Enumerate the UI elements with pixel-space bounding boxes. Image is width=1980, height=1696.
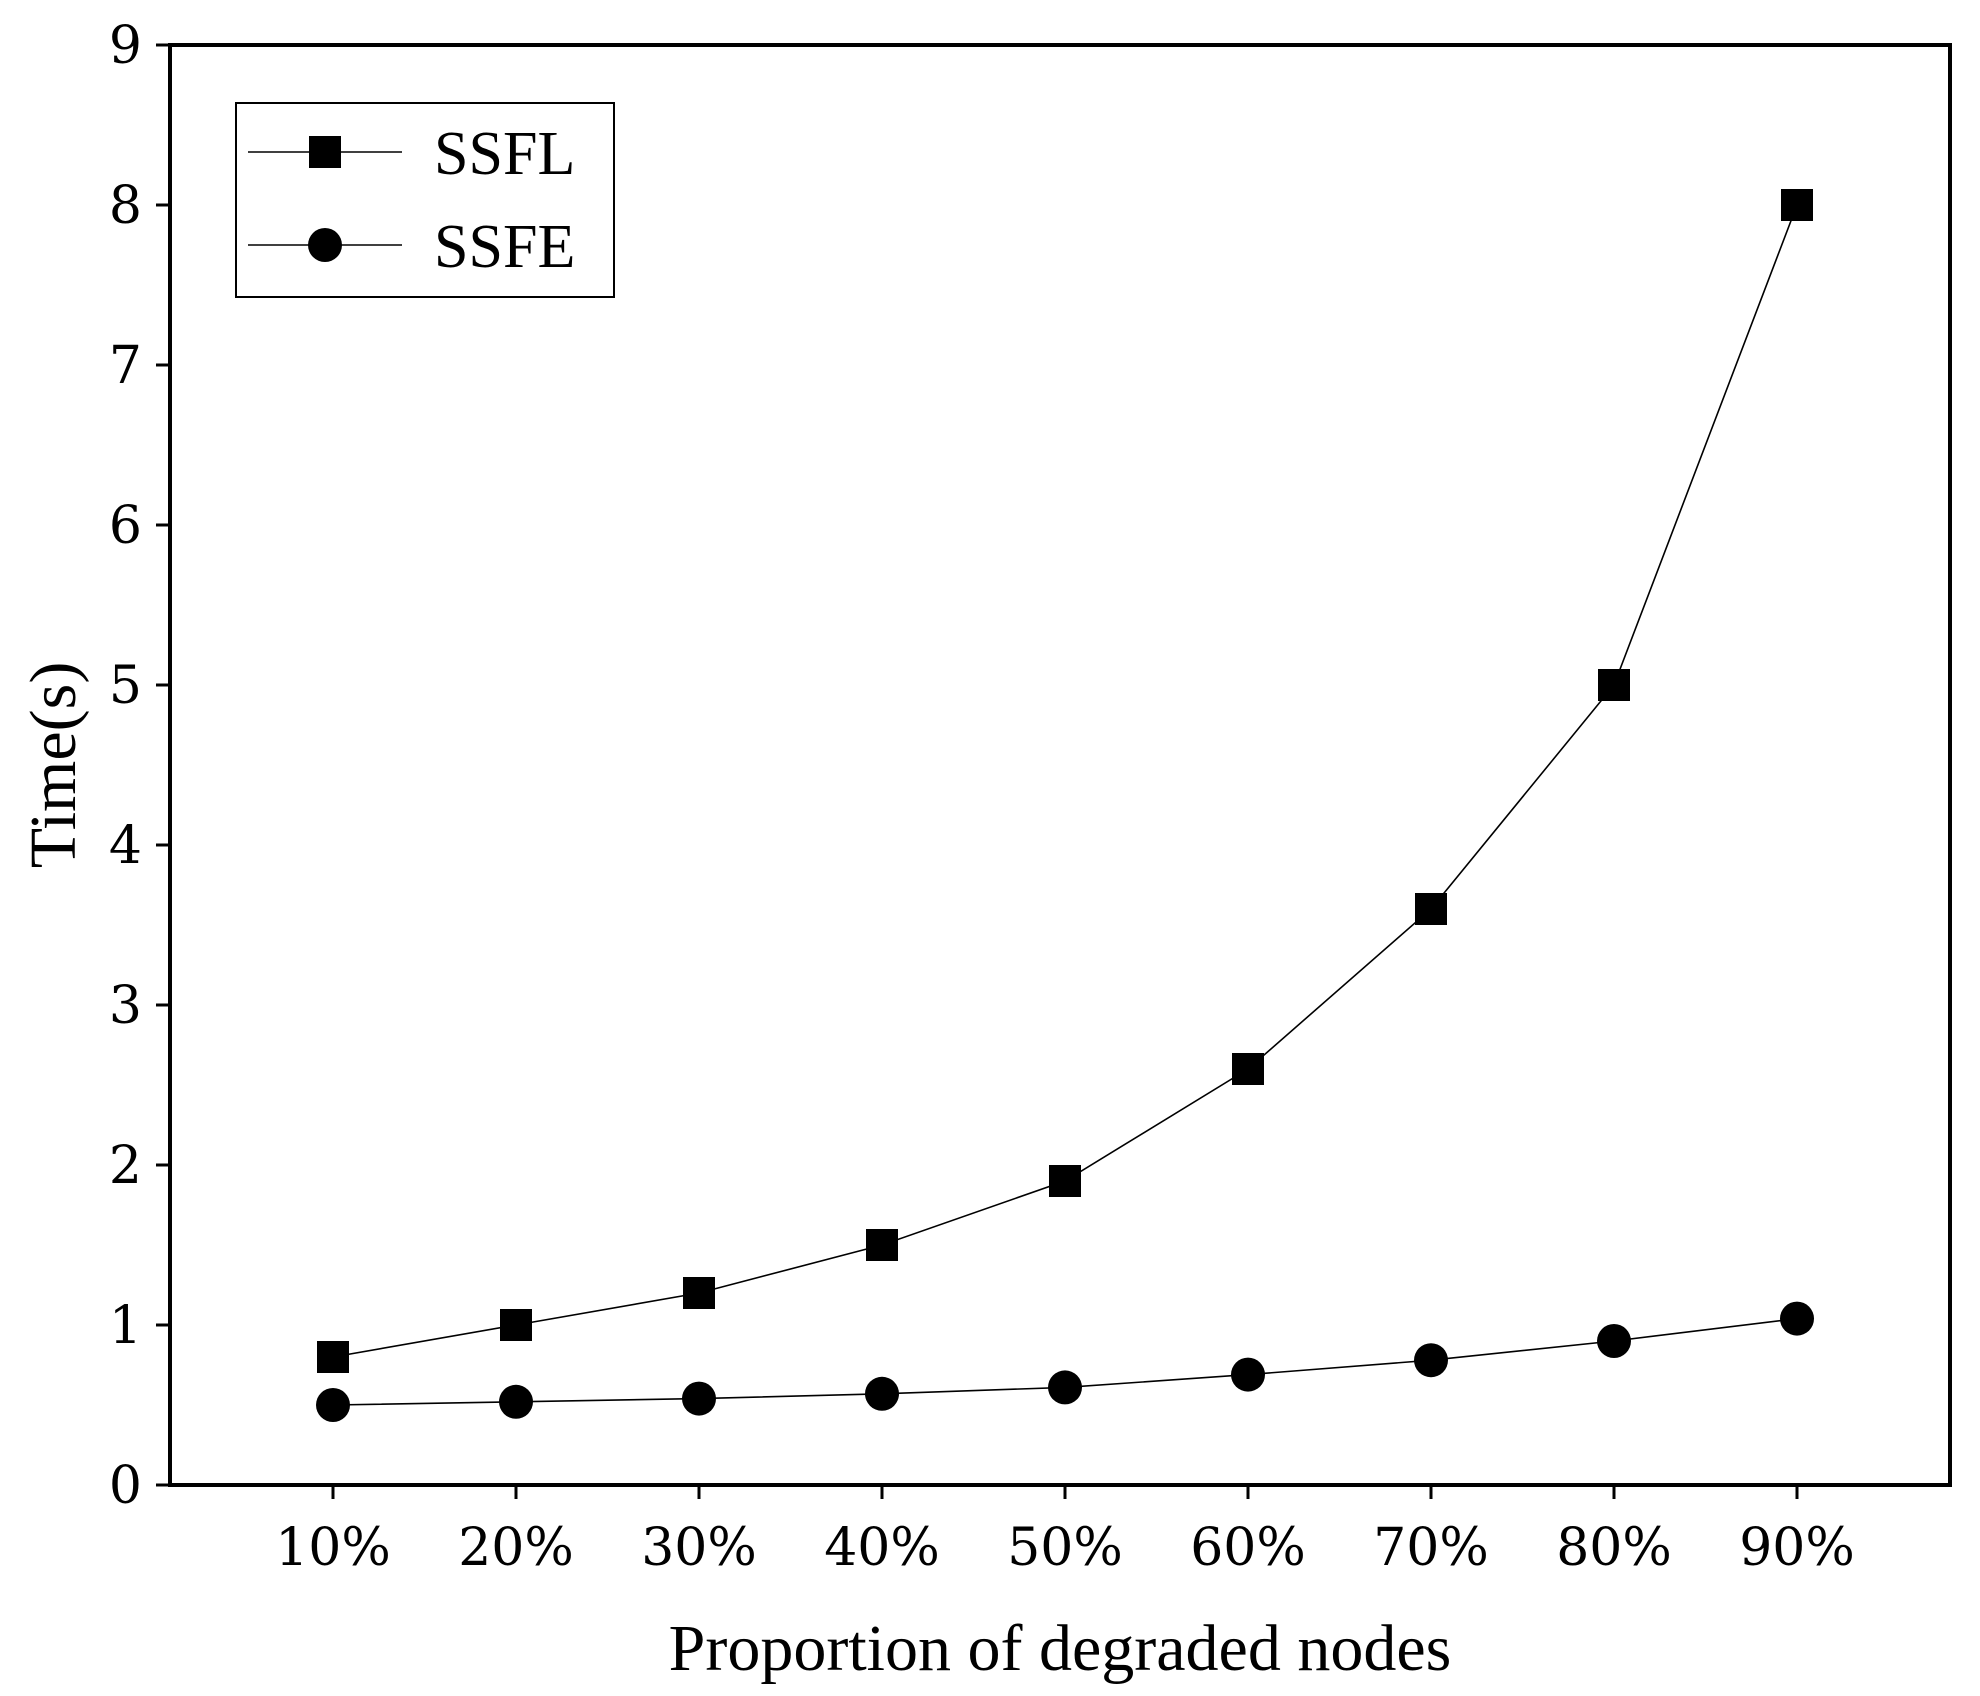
x-tick-label: 70% [1373,1518,1489,1578]
legend: SSFL SSFE [235,102,615,298]
x-tick-label: 50% [1007,1518,1123,1578]
legend-marker-ssfe [308,228,342,262]
point-ssfl [1781,189,1813,221]
point-ssfl [1232,1053,1264,1085]
y-tick-label: 1 [109,1296,142,1356]
x-axis: 10% 20% 30% 40% 50% 60% 70% 80% 90% [275,1485,1855,1578]
x-tick-label: 40% [824,1518,940,1578]
plot-frame [168,43,1952,1487]
point-ssfl [500,1309,532,1341]
x-tick-label: 80% [1556,1518,1672,1578]
point-ssfe [1231,1357,1265,1392]
legend-box [235,102,615,298]
x-tick-label: 30% [641,1518,757,1578]
point-ssfe [1048,1370,1082,1405]
point-ssfe [316,1388,350,1422]
y-tick-label: 6 [109,496,142,556]
point-ssfe [865,1376,899,1411]
point-ssfe [1414,1343,1448,1378]
y-tick-label: 3 [109,976,142,1036]
legend-marker-ssfl [309,136,341,168]
x-tick-label: 10% [275,1518,391,1578]
y-axis-title: Time(s) [17,662,90,869]
series-layer [316,189,1814,1422]
x-tick-label: 20% [458,1518,574,1578]
y-tick-label: 8 [109,176,142,236]
point-ssfe [499,1384,533,1419]
point-ssfl [1415,893,1447,925]
x-tick-label: 90% [1739,1518,1855,1578]
point-ssfe [1597,1324,1631,1358]
point-ssfl [1598,669,1630,701]
y-tick-label: 7 [109,336,142,396]
point-ssfl [866,1229,898,1261]
x-axis-title: Proportion of degraded nodes [669,1612,1452,1685]
point-ssfl [1049,1165,1081,1197]
y-tick-label: 2 [109,1136,142,1196]
point-ssfl [317,1341,349,1373]
x-tick-label: 60% [1190,1518,1306,1578]
y-axis: 0 1 2 3 4 5 6 7 8 9 [109,16,170,1516]
point-ssfe [1780,1301,1814,1336]
y-tick-label: 5 [109,656,142,716]
point-ssfl [683,1277,715,1309]
point-ssfe [682,1381,716,1416]
y-tick-label: 0 [109,1456,142,1516]
legend-label-ssfl: SSFL [434,120,575,188]
legend-label-ssfe: SSFE [434,213,575,281]
y-tick-label: 9 [109,16,142,76]
y-tick-label: 4 [109,816,142,876]
